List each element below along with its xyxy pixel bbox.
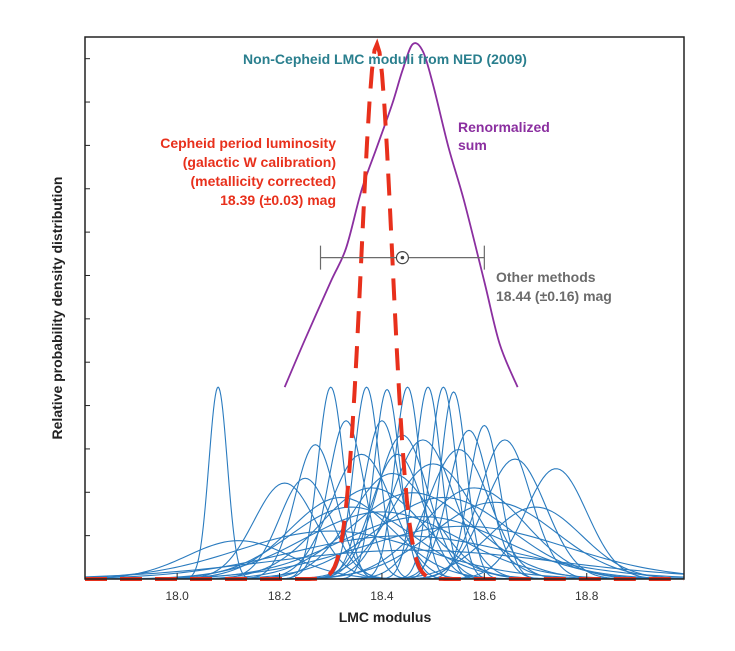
x-tick-label-5: 18.8 (575, 589, 599, 603)
cepheid-label-3: (metallicity corrected) (191, 173, 337, 189)
cepheid-label-1: Cepheid period luminosity (160, 135, 336, 151)
other-methods-layer (319, 245, 485, 270)
renormalized-sum-label-1: Renormalized (458, 119, 550, 135)
y-axis-title: Relative probability density distributio… (49, 177, 65, 440)
ned-curve-16 (361, 458, 669, 580)
labels: Non-Cepheid LMC moduli from NED (2009) LM… (49, 51, 612, 625)
ned-curve-35 (84, 525, 685, 580)
cepheid-curve (85, 38, 684, 581)
x-tick-label-2: 18.2 (268, 589, 292, 603)
x-tick-label-4: 18.6 (473, 589, 497, 603)
x-tick-label-3: 18.4 (370, 589, 394, 603)
other-methods-marker-dot (400, 255, 405, 260)
other-methods-label-2: 18.44 (±0.16) mag (496, 288, 612, 304)
chart-title: Non-Cepheid LMC moduli from NED (2009) (243, 51, 527, 67)
other-methods-label-1: Other methods (496, 269, 596, 285)
renormalized-sum-label-2: sum (458, 137, 487, 153)
x-axis-title: LMC modulus (339, 609, 432, 625)
ned-moduli-curves (84, 386, 685, 580)
ned-curve-30 (84, 511, 685, 580)
ned-curve-38 (84, 549, 685, 578)
ned-curve-22 (228, 463, 638, 580)
cepheid-layer (85, 38, 684, 581)
plot-frame (84, 36, 685, 580)
ned-curve-1 (172, 386, 265, 580)
axes: 18.0 18.2 18.4 18.6 18.8 (84, 36, 685, 603)
cepheid-label-4: 18.39 (±0.03) mag (220, 192, 336, 208)
cepheid-label-2: (galactic W calibration) (183, 154, 336, 170)
renormalized-sum-curve (283, 42, 519, 388)
renormalized-sum-layer (283, 42, 519, 388)
ned-curve-32 (84, 516, 685, 580)
ned-curve-37 (84, 535, 685, 579)
x-tick-label-1: 18.0 (165, 589, 189, 603)
